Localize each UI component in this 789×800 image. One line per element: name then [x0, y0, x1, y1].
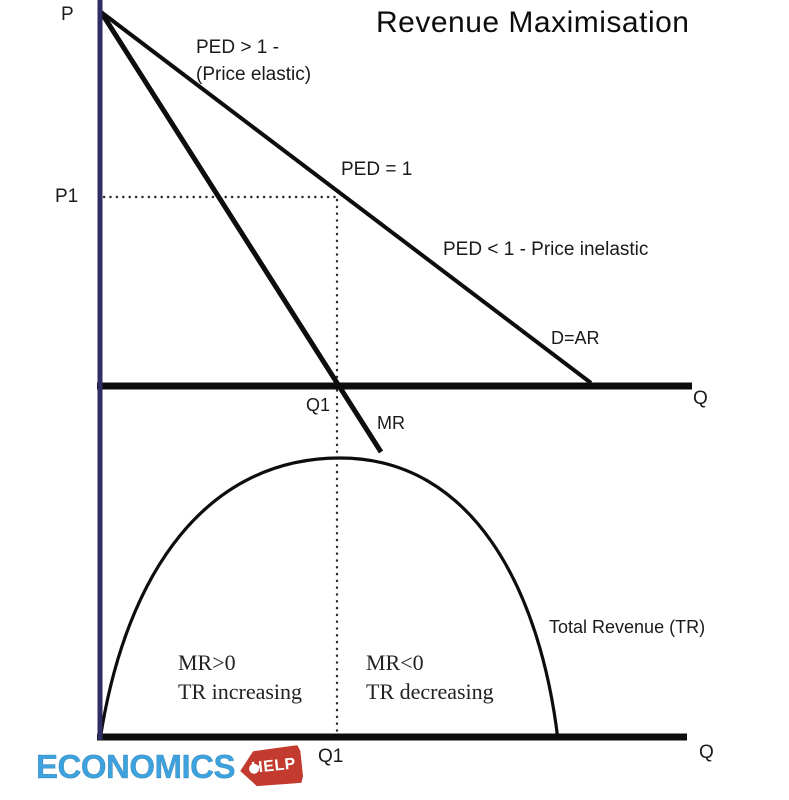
inelastic-annotation: PED < 1 - Price inelastic — [443, 239, 649, 260]
lower-q-axis-label: Q — [699, 742, 714, 763]
elastic-annotation-line2: (Price elastic) — [196, 64, 312, 85]
logo-brand-text: ECONOMICS — [36, 748, 236, 786]
mr-positive-line2: TR increasing — [178, 679, 303, 704]
figure-title: Revenue Maximisation — [376, 6, 690, 39]
mr-positive-line1: MR>0 — [178, 650, 236, 675]
demand-curve-label: D=AR — [551, 328, 600, 348]
elastic-annotation: PED > 1 - (Price elastic) — [196, 34, 311, 88]
mr-positive-region-text: MR>0 TR increasing — [178, 648, 302, 706]
total-revenue-curve — [98, 456, 560, 741]
elastic-annotation-line1: PED > 1 - — [196, 37, 279, 58]
price-axis-label: P — [61, 4, 74, 25]
p1-label: P1 — [55, 186, 79, 207]
mr-negative-line2: TR decreasing — [366, 679, 494, 704]
logo-help-tag: HELP — [238, 745, 304, 789]
mr-negative-region-text: MR<0 TR decreasing — [366, 648, 494, 706]
mr-curve-label: MR — [377, 413, 405, 433]
demand-curve — [99, 10, 593, 385]
upper-q1-label: Q1 — [306, 395, 331, 415]
economicshelp-logo: ECONOMICS HELP — [36, 748, 302, 786]
upper-q-axis-label: Q — [693, 388, 708, 409]
mr-negative-line1: MR<0 — [366, 650, 424, 675]
lower-q1-label: Q1 — [318, 746, 344, 767]
tr-curve-label: Total Revenue (TR) — [549, 617, 706, 637]
mr-curve — [98, 10, 384, 454]
unit-elastic-annotation: PED = 1 — [341, 159, 413, 180]
